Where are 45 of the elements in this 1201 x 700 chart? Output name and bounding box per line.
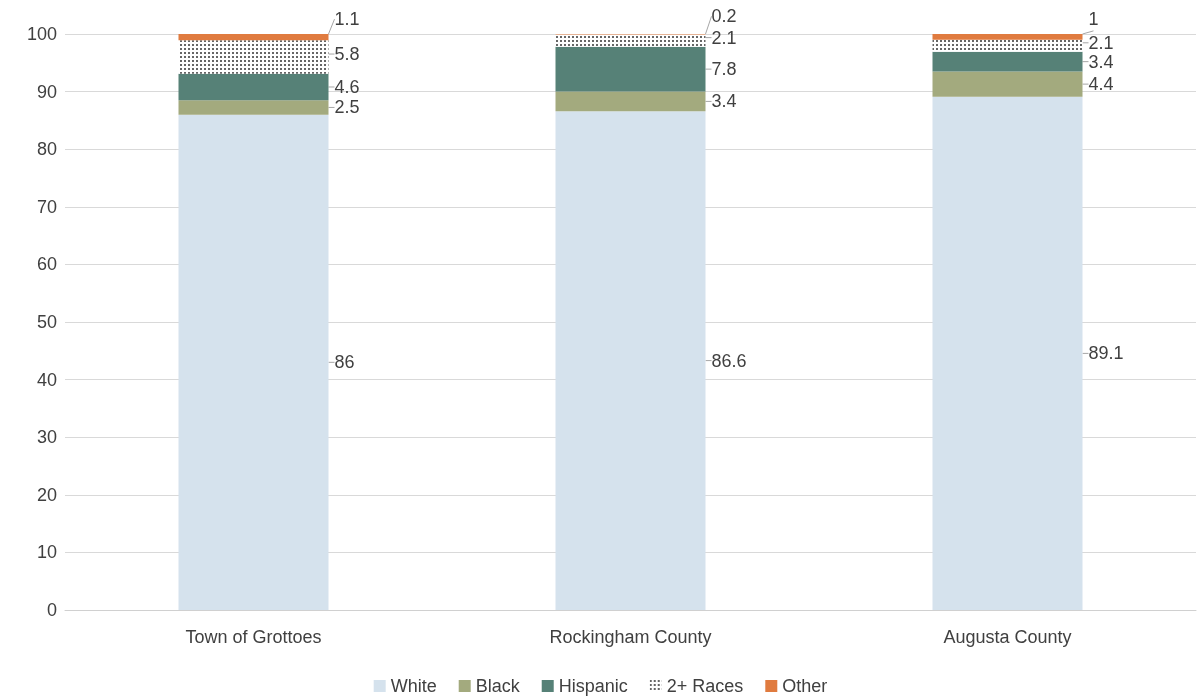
legend-label: White [390,676,437,696]
bar [178,73,329,101]
data-label: 2.1 [1088,32,1114,53]
data-label: 3.4 [711,91,737,112]
data-label: 4.4 [1088,74,1114,95]
y-tick-label: 20 [36,484,57,505]
data-label: 2.5 [334,97,360,118]
data-label: 4.6 [334,76,360,97]
bar [555,111,706,610]
bar [932,71,1083,97]
y-tick-label: 10 [36,542,57,563]
data-label: 0.2 [711,6,737,27]
bar [932,96,1083,610]
bar [932,34,1083,40]
data-label: 89.1 [1088,343,1124,364]
y-tick-label: 90 [36,81,57,102]
legend-label: Other [782,676,828,696]
bar [932,51,1083,72]
y-tick-label: 70 [36,196,57,217]
data-label: 5.8 [334,44,360,65]
data-label: 1.1 [334,9,360,30]
y-tick-label: 0 [46,600,57,620]
y-tick-label: 40 [36,369,57,390]
x-tick-label: Augusta County [943,627,1072,647]
bar [178,100,329,115]
bar [178,114,329,610]
data-label: 86 [334,352,355,373]
data-label: 2.1 [711,27,737,48]
data-label: 1 [1088,8,1099,29]
bar [555,91,706,112]
y-tick-label: 80 [36,139,57,160]
legend-label: 2+ Races [666,676,744,696]
bar [178,34,329,41]
legend-label: Black [475,676,521,696]
x-tick-label: Town of Grottoes [185,627,322,647]
y-tick-label: 30 [36,427,57,448]
data-label: 3.4 [1088,51,1114,72]
legend-label: Hispanic [558,676,628,696]
bar [555,46,706,92]
x-tick-label: Rockingham County [549,627,712,647]
data-label: 7.8 [711,59,737,80]
y-tick-label: 50 [36,312,57,332]
y-tick-label: 60 [36,254,57,275]
data-label: 86.6 [711,350,747,371]
y-tick-label: 100 [26,24,57,44]
